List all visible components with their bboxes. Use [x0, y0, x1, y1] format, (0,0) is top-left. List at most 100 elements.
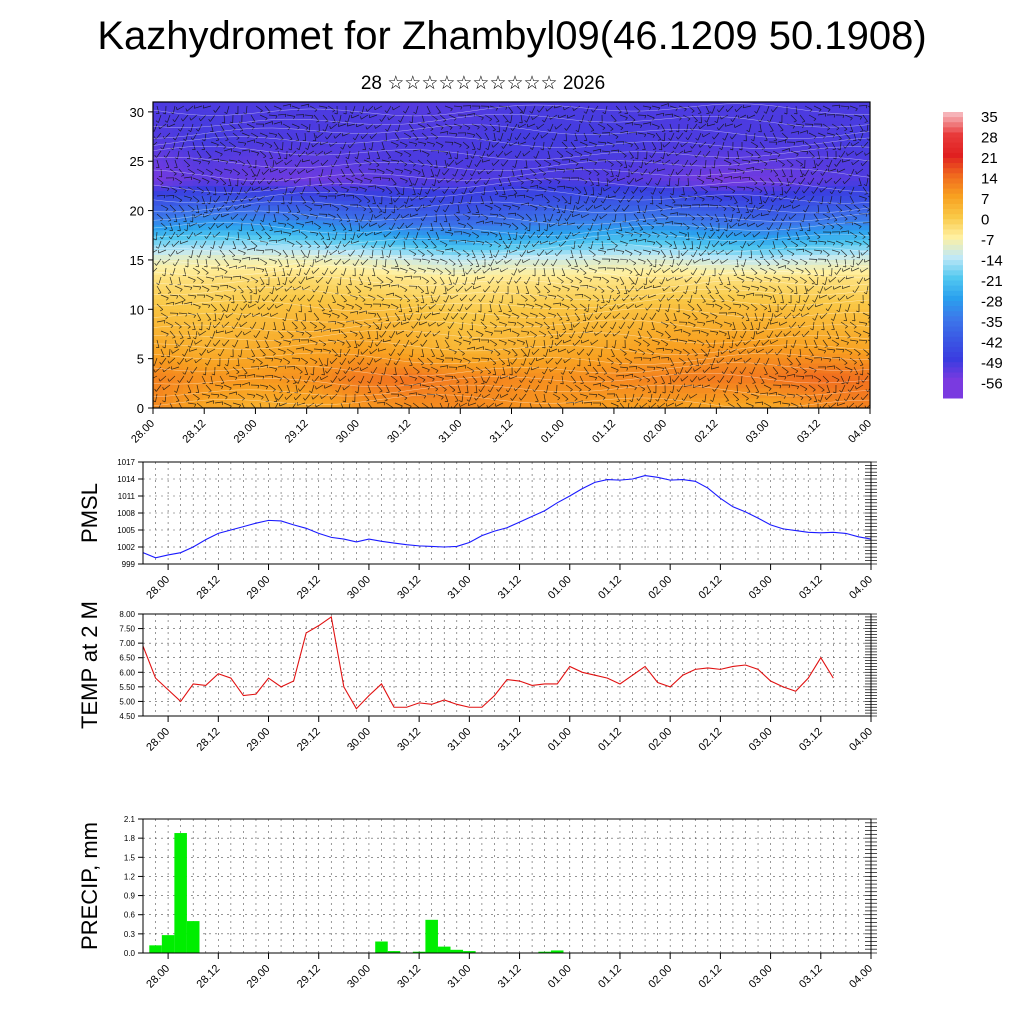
heatmap-cell: [770, 235, 781, 241]
heatmap-cell: [372, 240, 383, 246]
heatmap-cell: [571, 151, 582, 157]
heatmap-cell: [372, 348, 383, 355]
page-title: Kazhydromet for Zhambyl09(46.1209 50.190…: [97, 14, 927, 58]
heatmap-cell: [850, 185, 861, 192]
heatmap-cell: [461, 368, 473, 375]
heatmap-cell: [153, 289, 164, 296]
heatmap-cell: [292, 106, 303, 113]
heatmap-cell: [172, 156, 184, 162]
heatmap-cell: [690, 274, 702, 281]
heatmap-cell: [192, 171, 204, 177]
heatmap-cell: [252, 106, 264, 113]
heatmap-cell: [501, 205, 513, 212]
heatmap-cell: [372, 319, 383, 325]
heatmap-cell: [591, 185, 602, 192]
heatmap-cell: [282, 274, 294, 281]
heatmap-cell: [292, 166, 303, 172]
heatmap-cell: [342, 343, 353, 350]
heatmap-cell: [800, 195, 811, 202]
heatmap-cell: [421, 195, 433, 202]
heatmap-cell: [840, 353, 851, 360]
heatmap-cell: [322, 225, 333, 231]
wind-barb-tick: [177, 379, 180, 383]
heatmap-cell: [830, 126, 841, 133]
heatmap-cell: [860, 166, 870, 172]
wind-barb: [201, 240, 207, 249]
heatmap-cell: [302, 363, 313, 370]
heatmap-cell: [282, 279, 294, 286]
heatmap-cell: [541, 235, 552, 241]
heatmap-cell: [491, 126, 503, 133]
wind-barb-tick: [217, 286, 220, 290]
heatmap-cell: [212, 240, 224, 246]
wind-barb: [165, 195, 175, 197]
heatmap-cell: [730, 353, 742, 360]
heatmap-cell: [202, 166, 214, 172]
heatmap-cell: [800, 348, 811, 355]
wind-barb: [215, 195, 221, 203]
heatmap-cell: [392, 343, 403, 350]
heatmap-cell: [511, 195, 523, 202]
heatmap-cell: [850, 304, 861, 310]
heatmap-cell: [411, 289, 423, 296]
heatmap-cell: [790, 146, 801, 152]
heatmap-cell: [202, 314, 214, 320]
heatmap-cell: [830, 378, 841, 384]
heatmap-cell: [601, 343, 612, 350]
heatmap-cell: [282, 116, 294, 123]
heatmap-cell: [840, 141, 851, 148]
heatmap-cell: [342, 274, 353, 281]
heatmap-cell: [202, 151, 214, 157]
heatmap-cell: [202, 259, 214, 266]
heatmap-cell: [611, 264, 622, 271]
heatmap-cell: [182, 324, 194, 330]
heatmap-cell: [401, 176, 413, 182]
heatmap-cell: [521, 190, 533, 197]
heatmap-cell: [750, 259, 762, 266]
heatmap-cell: [182, 264, 194, 271]
heatmap-cell: [670, 225, 682, 231]
wind-barb-tick: [221, 121, 225, 124]
heatmap-cell: [232, 403, 244, 408]
wind-barb: [192, 393, 200, 399]
heatmap-cell: [491, 210, 503, 217]
heatmap-cell: [202, 393, 214, 399]
heatmap-cell: [770, 353, 781, 360]
heatmap-cell: [282, 235, 294, 241]
heatmap-cell: [850, 195, 861, 202]
heatmap-cell: [690, 230, 702, 236]
heatmap-cell: [850, 240, 861, 246]
heatmap-cell: [581, 250, 592, 256]
heatmap-cell: [531, 161, 542, 167]
heatmap-cell: [810, 220, 821, 226]
heatmap-cell: [601, 264, 612, 271]
heatmap-cell: [830, 210, 841, 217]
heatmap-cell: [451, 215, 463, 222]
wind-barb: [194, 231, 203, 237]
heatmap-cell: [670, 259, 682, 266]
wind-barb: [185, 357, 194, 363]
heatmap-cell: [401, 403, 413, 408]
heatmap-cell: [581, 151, 592, 157]
heatmap-cell: [571, 245, 582, 251]
heatmap-cell: [411, 121, 423, 128]
heatmap-cell: [521, 279, 533, 286]
heatmap-cell: [810, 338, 821, 345]
heatmap-cell: [491, 156, 503, 162]
heatmap-cell: [491, 259, 503, 266]
wind-barb-tick: [154, 262, 157, 266]
heatmap-cell: [830, 289, 841, 296]
heatmap-cell: [232, 245, 244, 251]
heatmap-cell: [232, 156, 244, 162]
heatmap-cell: [840, 210, 851, 217]
heatmap-cell: [800, 393, 811, 399]
wind-barb-tick: [176, 106, 178, 110]
heatmap-cell: [690, 329, 702, 335]
heatmap-cell: [252, 240, 264, 246]
heatmap-cell: [740, 205, 752, 212]
heatmap-cell: [451, 343, 463, 350]
heatmap-cell: [770, 141, 781, 148]
heatmap-cell: [153, 205, 164, 212]
wind-barb-tick: [217, 267, 220, 271]
heatmap-cell: [202, 111, 214, 118]
